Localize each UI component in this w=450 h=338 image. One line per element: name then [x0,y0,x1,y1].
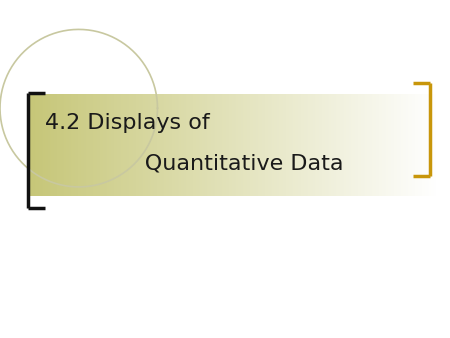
Text: 4.2 Displays of: 4.2 Displays of [45,113,210,134]
Text: Quantitative Data: Quantitative Data [45,154,343,174]
